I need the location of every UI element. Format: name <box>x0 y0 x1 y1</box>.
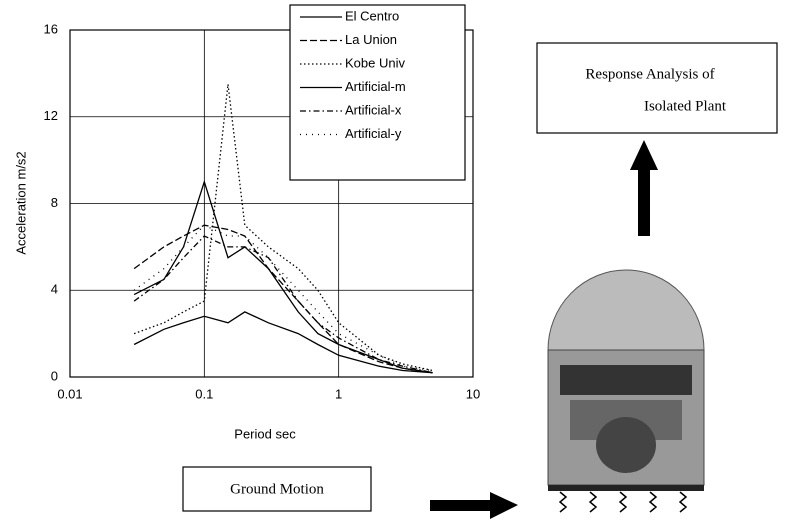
input-box: Ground Motion <box>182 466 372 512</box>
arrow-shaft <box>638 168 650 236</box>
isolator-springs <box>558 491 688 513</box>
floor <box>560 365 692 395</box>
base <box>548 485 704 491</box>
box <box>536 42 778 134</box>
y-axis-label: Acceleration m/s2 <box>13 151 28 254</box>
x-tick-label: 0.1 <box>195 386 213 401</box>
y-tick-label: 4 <box>51 282 58 297</box>
y-tick-label: 16 <box>44 21 58 36</box>
x-tick-label: 0.01 <box>57 386 82 401</box>
dome <box>547 269 705 351</box>
vessel <box>596 417 656 473</box>
y-tick-label: 0 <box>51 368 58 383</box>
legend-label: El Centro <box>345 8 399 23</box>
legend-label: Artificial-x <box>345 102 402 117</box>
box-text: Response Analysis of <box>585 66 714 82</box>
series-line <box>133 224 433 374</box>
y-tick-label: 8 <box>51 195 58 210</box>
y-tick-label: 12 <box>44 108 58 123</box>
legend-label: Kobe Univ <box>345 55 405 70</box>
arrow-right <box>430 492 518 519</box>
legend-label: La Union <box>345 32 397 47</box>
arrow-up <box>630 140 658 236</box>
plant <box>547 269 705 513</box>
box <box>182 466 372 512</box>
series-line <box>133 235 433 374</box>
x-axis-label: Period sec <box>234 426 296 441</box>
series-line <box>133 224 433 372</box>
box-text: Ground Motion <box>230 481 324 497</box>
legend-label: Artificial-m <box>345 79 406 94</box>
series-line <box>133 179 433 374</box>
arrow-shaft <box>430 500 492 511</box>
arrow-head <box>630 140 658 170</box>
box-text: Isolated Plant <box>644 98 727 114</box>
arrow-head <box>490 492 518 519</box>
legend-box <box>289 4 466 181</box>
response-box: Response Analysis of Isolated Plant <box>536 42 778 134</box>
series-line <box>133 311 433 374</box>
x-tick-label: 10 <box>466 386 480 401</box>
x-tick-label: 1 <box>335 386 342 401</box>
legend-label: Artificial-y <box>345 126 402 141</box>
